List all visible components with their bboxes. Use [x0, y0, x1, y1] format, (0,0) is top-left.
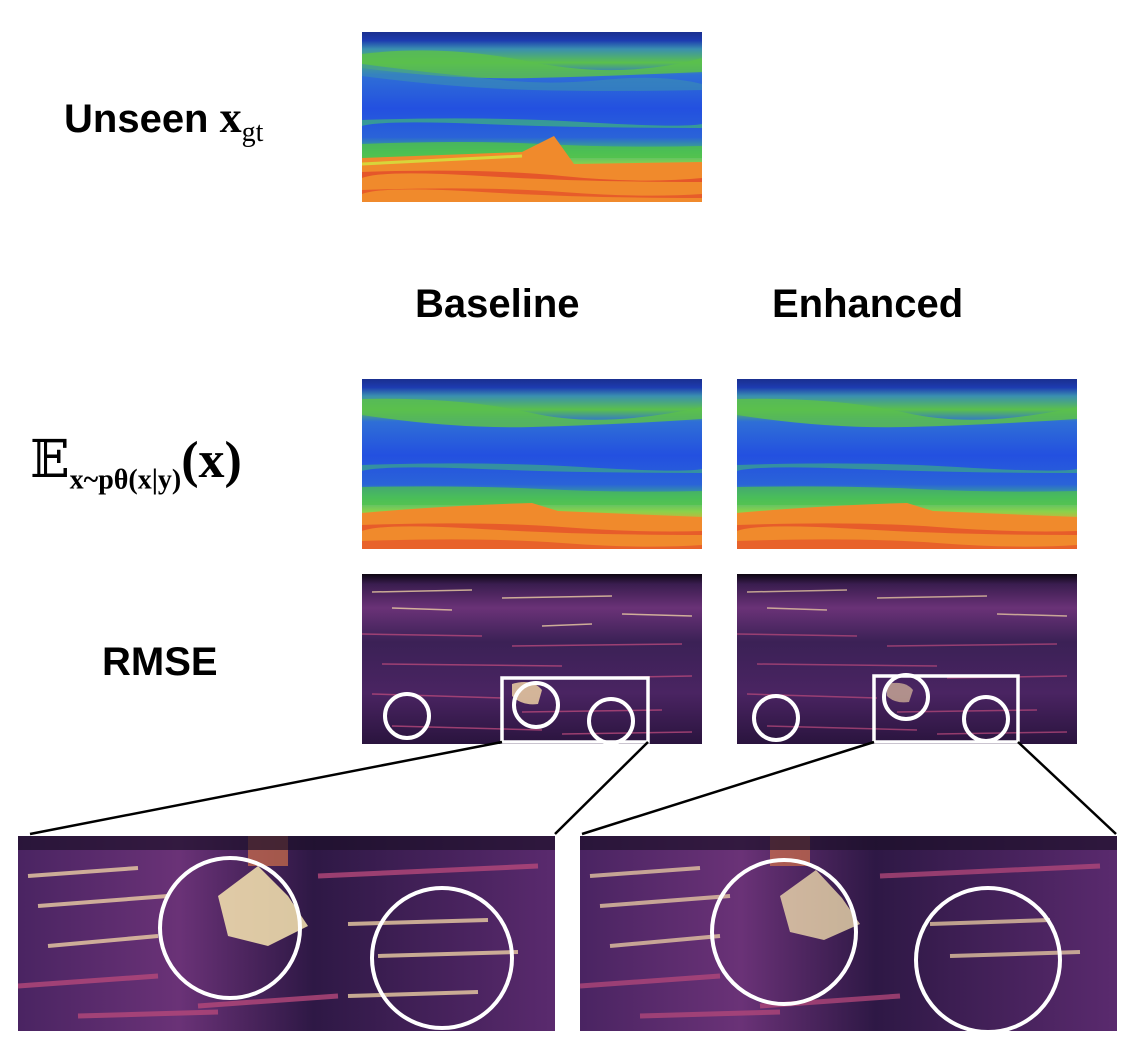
expectation-label: 𝔼x~pθ(x|y)(x): [30, 430, 242, 496]
expectation-subscript: x~pθ(x|y): [69, 464, 182, 496]
baseline-rmse-circle-mid: [512, 681, 560, 729]
enhanced-rmse-circle-left: [752, 694, 800, 742]
baseline-zoom-circle-left: [158, 856, 302, 1000]
unseen-symbol: x: [219, 93, 242, 142]
baseline-zoom-circle-right: [370, 886, 514, 1030]
baseline-rmse-panel: [362, 574, 702, 744]
enhanced-zoom-box: [872, 674, 1020, 744]
expectation-operator: 𝔼: [30, 432, 70, 489]
baseline-mean-panel: [362, 379, 702, 549]
unseen-label: Unseen xgt: [64, 92, 263, 149]
enhanced-zoom-circle-right: [914, 886, 1062, 1034]
unseen-prefix: Unseen: [64, 97, 220, 141]
enhanced-connector-left: [581, 740, 875, 836]
ground-truth-panel: [362, 32, 702, 202]
enhanced-header: Enhanced: [772, 282, 964, 326]
enhanced-rmse-circle-right: [962, 695, 1010, 743]
unseen-subscript: gt: [241, 117, 264, 148]
enhanced-rmse-circle-mid: [882, 673, 930, 721]
enhanced-mean-panel: [737, 379, 1077, 549]
baseline-rmse-circle-right: [587, 697, 635, 745]
rmse-label: RMSE: [102, 640, 218, 684]
enhanced-zoom-circle-left: [710, 858, 858, 1006]
enhanced-connector-right: [1017, 741, 1117, 835]
baseline-connector-right: [554, 741, 649, 835]
enhanced-rmse-panel: [737, 574, 1077, 744]
enhanced-zoom-panel: [580, 836, 1117, 1031]
expectation-argument: (x): [181, 432, 242, 489]
baseline-header: Baseline: [415, 282, 580, 326]
baseline-zoom-panel: [18, 836, 555, 1031]
baseline-zoom-box: [500, 676, 650, 744]
baseline-rmse-circle-left: [383, 692, 431, 740]
baseline-connector-left: [29, 740, 503, 836]
